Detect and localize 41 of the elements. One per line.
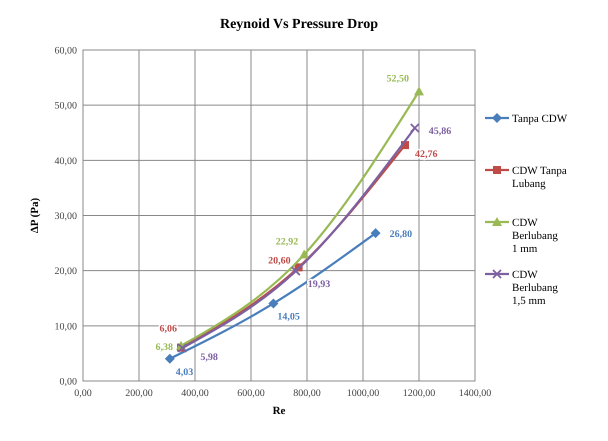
legend-label: CDW Berlubang 1 mm	[512, 217, 558, 255]
data-label: 6,38	[156, 342, 173, 353]
data-label: 45,86	[428, 126, 452, 138]
y-tick-label: 10,00	[54, 321, 77, 332]
x-tick-label: 1000,00	[346, 388, 380, 399]
point	[370, 228, 381, 238]
legend-label: Tanpa CDW	[512, 113, 568, 125]
y-tick-label: 60,00	[54, 46, 77, 56]
data-label: 5,98	[200, 352, 218, 364]
point	[410, 123, 420, 133]
y-tick-label: 30,00	[54, 211, 77, 222]
x-tick-label: 600,00	[237, 388, 265, 399]
data-label: 52,50	[386, 73, 409, 84]
y-tick-label: 0,00	[60, 376, 77, 388]
chart-title: Reynoid Vs Pressure Drop	[220, 17, 378, 32]
point	[164, 354, 175, 364]
data-label: 6,06	[160, 324, 177, 335]
x-tick-label: 1400,00	[458, 388, 492, 399]
x-tick-label: 800,00	[293, 388, 321, 399]
point	[268, 298, 278, 308]
point	[290, 266, 301, 276]
x-tick-label: 400,00	[181, 388, 209, 399]
data-label: 19,93	[308, 279, 330, 290]
x-tick-label: 1200,00	[402, 388, 436, 399]
x-tick-label: 0,00	[74, 388, 92, 399]
data-label: 26,80	[390, 229, 412, 240]
legend-label: CDW Tanpa Lubang	[512, 165, 567, 190]
legend-label: CDW Berlubang 1,5 mm	[512, 269, 558, 307]
y-tick-label: 40,00	[54, 156, 77, 167]
data-label: 22,92	[276, 236, 298, 248]
data-label: 4,03	[176, 366, 194, 378]
point	[178, 343, 188, 353]
y-tick-label: 50,00	[54, 100, 77, 112]
point	[299, 250, 310, 259]
y-tick-label: 20,00	[54, 266, 77, 278]
y-axis-title: ΔP (Pa)	[29, 198, 41, 234]
data-label: 14,05	[277, 311, 300, 322]
x-axis-title: Re	[272, 405, 286, 417]
x-tick-label: 200,00	[125, 388, 153, 399]
point	[414, 86, 424, 96]
data-label: 20,60	[268, 255, 291, 266]
